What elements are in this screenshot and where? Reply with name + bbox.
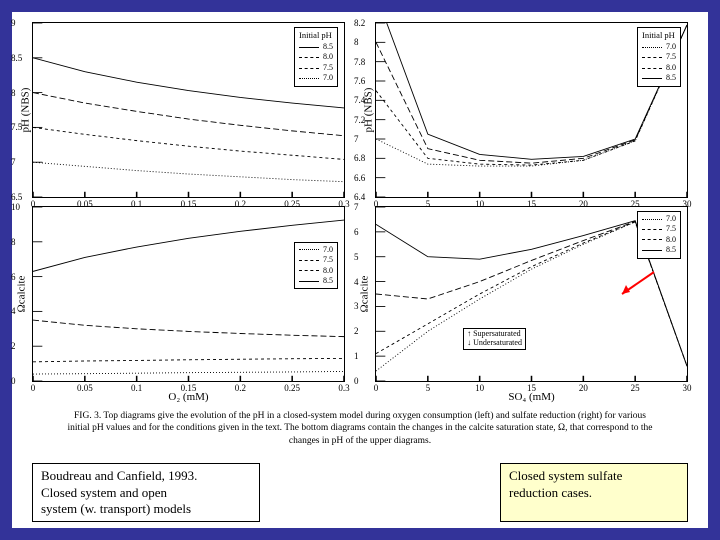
slide-content: pH (NBS)O₂ (mM)6.577.588.5900.050.10.150… (12, 12, 708, 528)
citation-line2: Closed system and open (41, 485, 167, 500)
citation-line3: system (w. transport) models (41, 501, 191, 516)
citation-line1: Boudreau and Canfield, 1993. (41, 468, 197, 483)
y-axis-label: Ωcalcite (15, 276, 27, 313)
footer-boxes: Boudreau and Canfield, 1993. Closed syst… (32, 463, 688, 522)
annotation-box: ↑ Supersaturated↓ Undersaturated (463, 328, 526, 350)
panel-top-left: pH (NBS)O₂ (mM)6.577.588.5900.050.10.150… (32, 22, 345, 198)
y-axis-label: pH (NBS) (362, 88, 374, 133)
arrow-icon (616, 270, 656, 300)
panel-top-right: pH (NBS)SO₄²⁻ (mM)6.46.66.877.27.47.67.8… (375, 22, 688, 198)
legend: Initial pH7.07.58.08.5 (637, 27, 681, 87)
legend: 7.07.58.08.5 (294, 242, 338, 290)
highlight-line1: Closed system sulfate (509, 468, 622, 483)
legend: 7.07.58.08.5 (637, 211, 681, 259)
y-axis-label: Ωcalcite (358, 276, 370, 313)
legend: Initial pH8.58.07.57.0 (294, 27, 338, 87)
panel-bottom-left: ΩcalciteO₂ (mM)024681000.050.10.150.20.2… (32, 206, 345, 382)
citation-box: Boudreau and Canfield, 1993. Closed syst… (32, 463, 260, 522)
highlight-box: Closed system sulfate reduction cases. (500, 463, 688, 522)
figure-caption: FIG. 3. Top diagrams give the evolution … (32, 410, 688, 447)
chart-grid: pH (NBS)O₂ (mM)6.577.588.5900.050.10.150… (32, 22, 688, 382)
highlight-line2: reduction cases. (509, 485, 592, 500)
slide-frame: pH (NBS)O₂ (mM)6.577.588.5900.050.10.150… (0, 0, 720, 540)
